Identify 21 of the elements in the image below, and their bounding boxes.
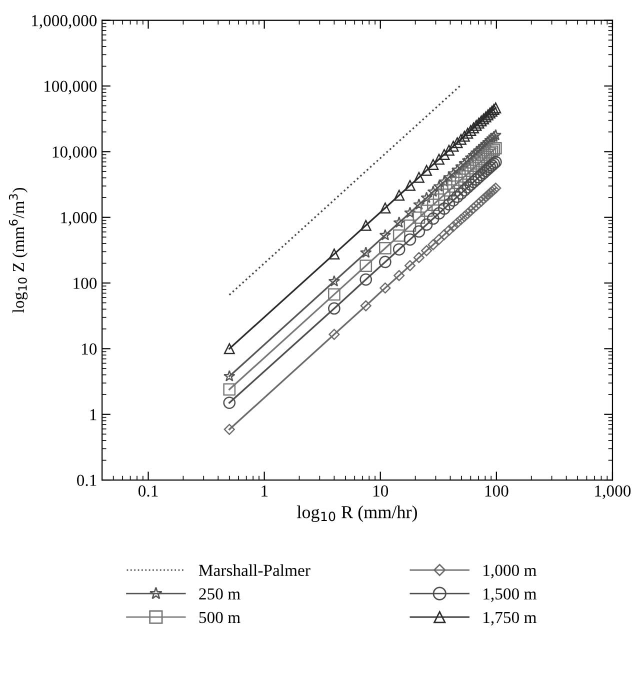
y-axis-title: log$_{10}$ Z (mm$^{6}$/m$^{3}$) (8, 188, 28, 313)
x-tick-label: 10 (374, 485, 388, 497)
y-tick-label: 100,000 (44, 80, 97, 94)
x-tick-label: 100 (485, 485, 508, 497)
legend-label: 500 m (199, 612, 240, 624)
y-tick-label: 1,000 (61, 212, 97, 226)
y-tick-label: 10 (82, 343, 97, 355)
legend-label: 250 m (199, 588, 240, 600)
y-tick-label: 100 (74, 278, 97, 289)
legend-label: 1,750 m (484, 612, 536, 626)
y-tick-label: 1,000,000 (32, 15, 97, 29)
x-tick-label: 0.1 (138, 485, 158, 497)
y-tick-label: 10,000 (52, 146, 97, 160)
x-tick-label: 1,000 (595, 485, 631, 500)
legend-label: 1,000 m (484, 564, 536, 578)
x-tick-label: 1 (262, 485, 268, 496)
y-tick-label: 0.1 (77, 474, 96, 486)
legend-label: 1,500 m (484, 588, 536, 602)
x-axis-title: log$_{10}$ R (mm/hr) (297, 506, 417, 522)
y-tick-label: 1 (90, 409, 96, 420)
legend-label: Marshall-Palmer (198, 564, 310, 576)
